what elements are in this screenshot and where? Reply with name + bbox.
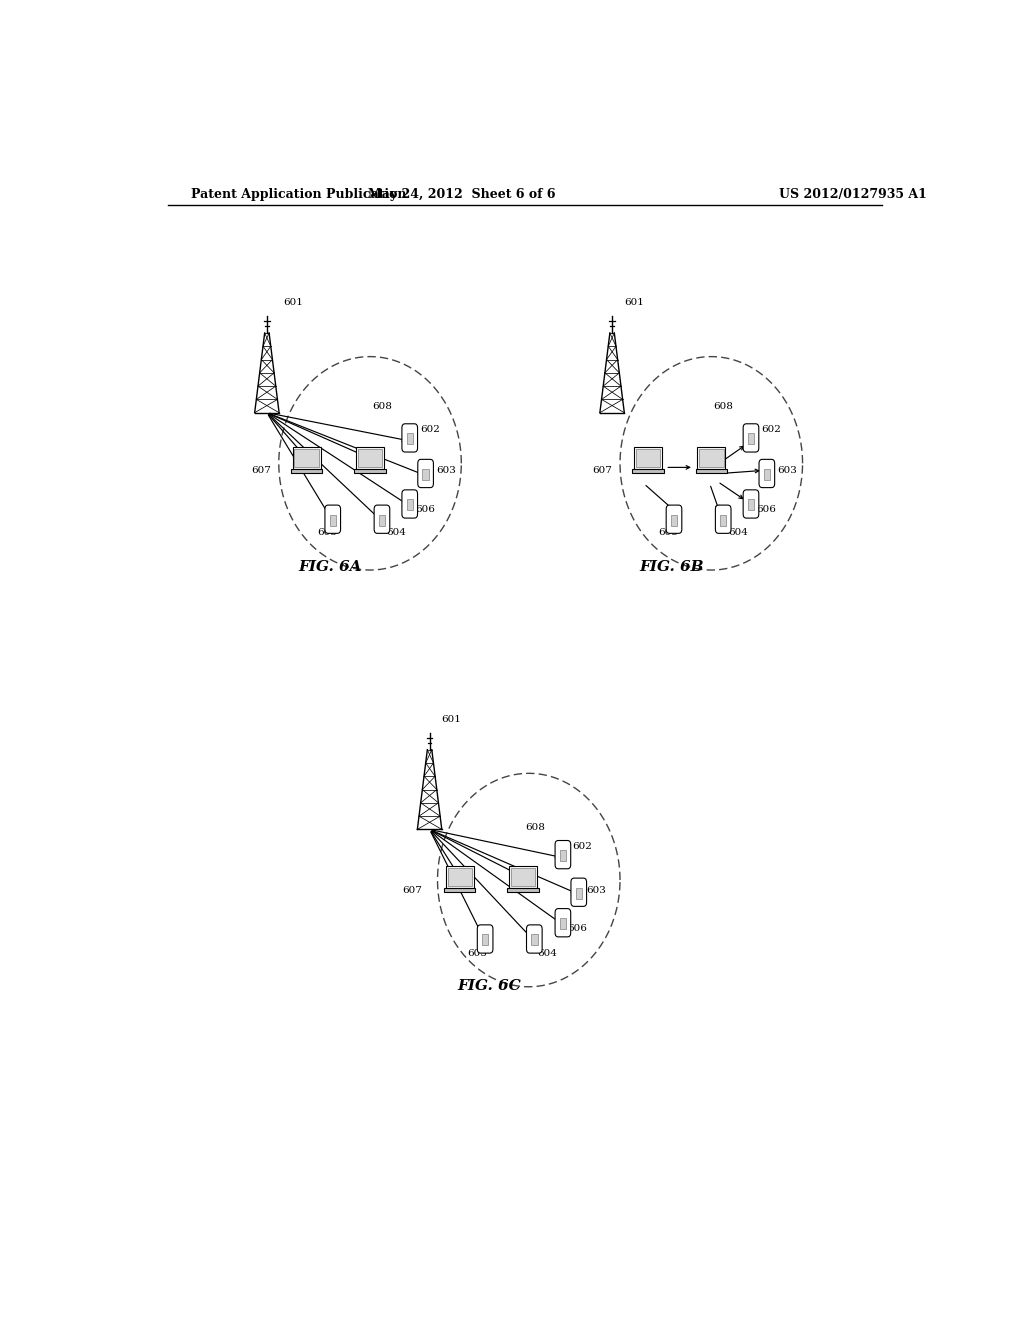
Bar — [291, 470, 323, 474]
Text: 601: 601 — [441, 715, 462, 723]
Bar — [356, 447, 384, 470]
Bar — [748, 499, 755, 511]
Text: 604: 604 — [387, 528, 407, 537]
Bar — [560, 850, 566, 861]
Text: 604: 604 — [728, 528, 748, 537]
Text: Patent Application Publication: Patent Application Publication — [191, 189, 407, 202]
Text: 601: 601 — [283, 298, 303, 308]
Bar — [575, 887, 582, 899]
Bar — [407, 499, 413, 511]
Bar — [748, 433, 755, 445]
Text: May 24, 2012  Sheet 6 of 6: May 24, 2012 Sheet 6 of 6 — [368, 189, 555, 202]
FancyBboxPatch shape — [743, 424, 759, 451]
Bar — [508, 888, 539, 892]
Bar — [444, 888, 475, 892]
Text: 603: 603 — [587, 886, 606, 895]
FancyBboxPatch shape — [555, 841, 570, 869]
Text: 607: 607 — [592, 466, 612, 475]
Bar — [482, 935, 488, 945]
FancyBboxPatch shape — [743, 490, 759, 519]
FancyBboxPatch shape — [555, 908, 570, 937]
FancyBboxPatch shape — [401, 424, 418, 451]
Bar — [636, 449, 660, 467]
Bar — [560, 919, 566, 929]
Text: US 2012/0127935 A1: US 2012/0127935 A1 — [778, 189, 927, 202]
FancyBboxPatch shape — [759, 459, 775, 487]
Text: 608: 608 — [373, 401, 392, 411]
Text: FIG. 6B: FIG. 6B — [639, 560, 703, 574]
Text: 608: 608 — [524, 822, 545, 832]
Bar — [294, 449, 318, 467]
Text: 607: 607 — [401, 886, 422, 895]
FancyBboxPatch shape — [571, 878, 587, 907]
Bar — [511, 869, 536, 886]
Bar — [697, 447, 725, 470]
Bar — [445, 866, 474, 888]
Bar — [447, 869, 472, 886]
Text: 602: 602 — [761, 425, 781, 434]
Bar — [531, 935, 538, 945]
Text: 608: 608 — [714, 401, 733, 411]
Text: 601: 601 — [624, 298, 644, 308]
Text: 603: 603 — [777, 466, 797, 475]
Text: FIG. 6A: FIG. 6A — [299, 560, 362, 574]
Bar — [632, 470, 664, 474]
FancyBboxPatch shape — [418, 459, 433, 487]
FancyBboxPatch shape — [374, 506, 390, 533]
Bar — [695, 470, 727, 474]
Text: FIG. 6C: FIG. 6C — [457, 978, 521, 993]
Bar — [671, 515, 677, 525]
Text: 605: 605 — [316, 528, 337, 537]
Text: 606: 606 — [416, 504, 435, 513]
Bar — [634, 447, 662, 470]
Text: 605: 605 — [658, 528, 678, 537]
Bar — [699, 449, 724, 467]
FancyBboxPatch shape — [667, 506, 682, 533]
Bar — [357, 449, 382, 467]
Bar — [407, 433, 413, 445]
FancyBboxPatch shape — [401, 490, 418, 519]
FancyBboxPatch shape — [526, 925, 542, 953]
Bar — [720, 515, 726, 525]
Text: 602: 602 — [420, 425, 440, 434]
Text: 607: 607 — [251, 466, 271, 475]
Text: 603: 603 — [436, 466, 456, 475]
Bar — [379, 515, 385, 525]
Bar — [354, 470, 386, 474]
Text: 604: 604 — [538, 949, 557, 958]
FancyBboxPatch shape — [477, 925, 493, 953]
Bar — [422, 469, 429, 480]
FancyBboxPatch shape — [716, 506, 731, 533]
Bar — [293, 447, 321, 470]
Bar — [509, 866, 538, 888]
Bar — [330, 515, 336, 525]
FancyBboxPatch shape — [325, 506, 341, 533]
Text: 605: 605 — [468, 949, 487, 958]
Text: 606: 606 — [567, 924, 588, 933]
Text: 602: 602 — [572, 842, 592, 851]
Text: 606: 606 — [757, 504, 776, 513]
Bar — [764, 469, 770, 480]
